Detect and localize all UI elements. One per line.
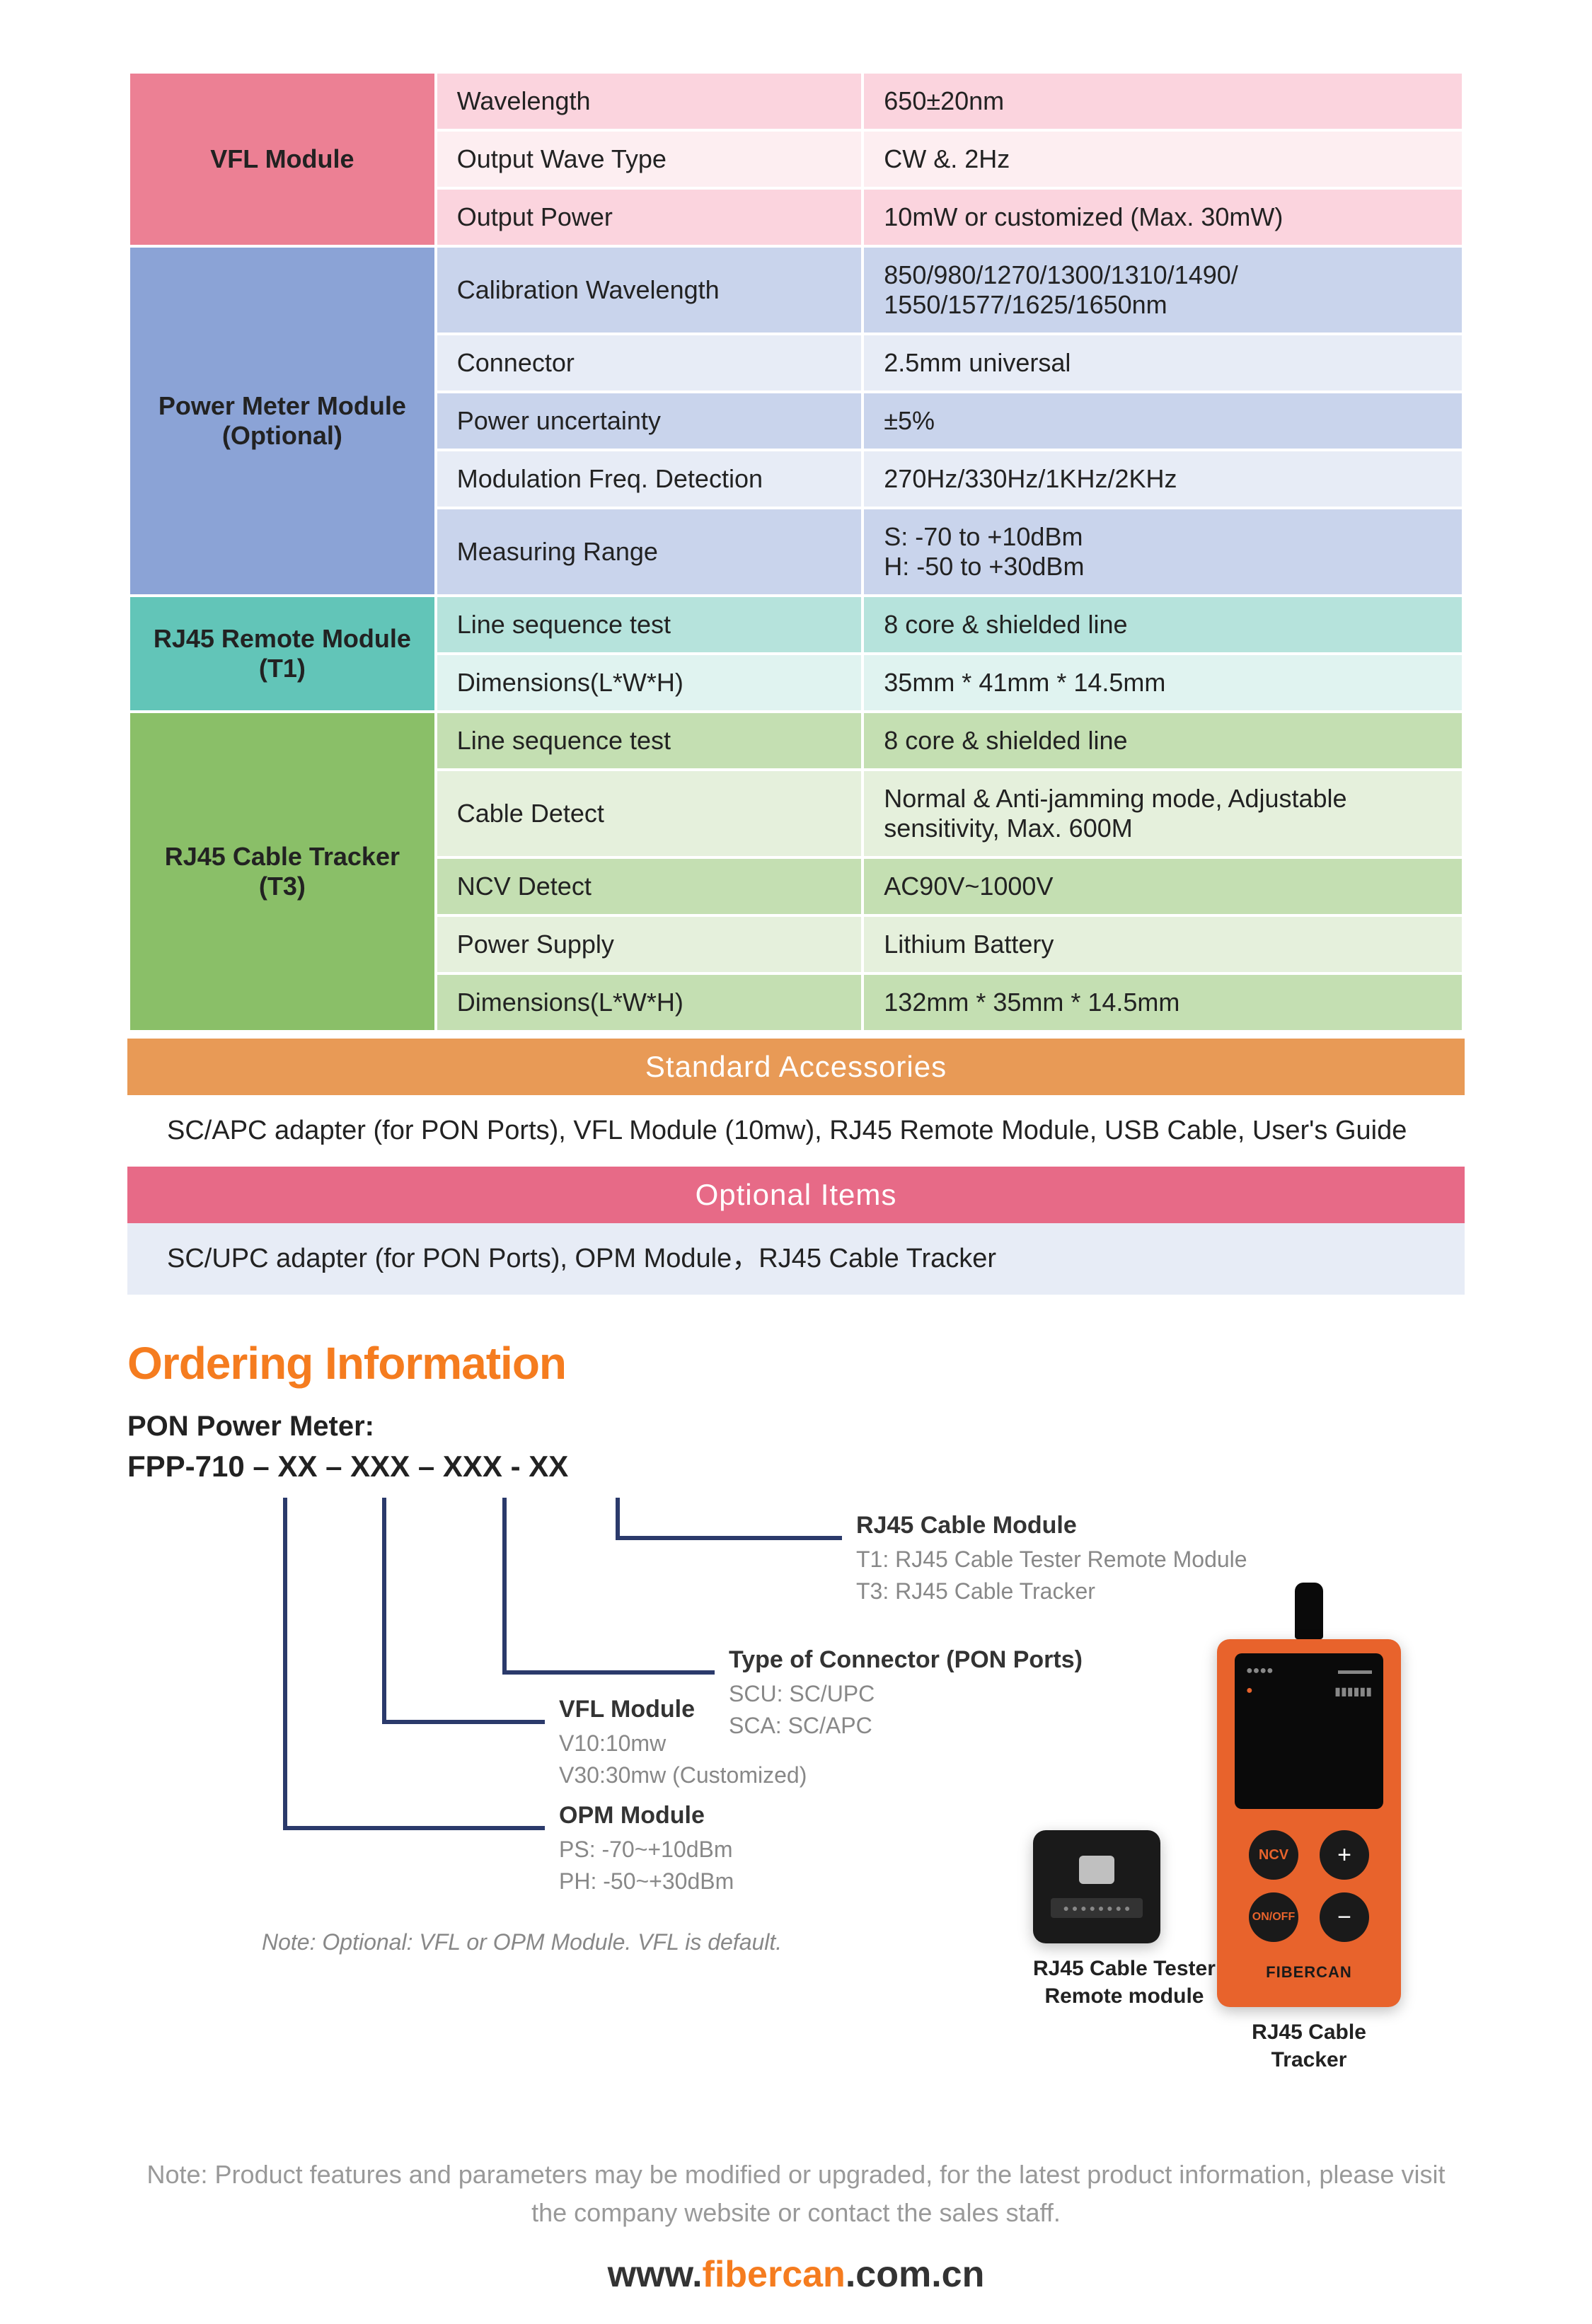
optional-items-text: SC/UPC adapter (for PON Ports), OPM Modu… [127, 1223, 1465, 1295]
spec-value: Lithium Battery [863, 915, 1463, 973]
optional-items-banner: Optional Items [127, 1167, 1465, 1223]
callout-sub: PH: -50~+30dBm [559, 1866, 734, 1897]
spec-label: Measuring Range [436, 508, 863, 596]
spec-label: Line sequence test [436, 596, 863, 654]
callout-sub: V30:30mw (Customized) [559, 1759, 807, 1791]
spec-value: CW &. 2Hz [863, 130, 1463, 188]
footer-url: www.fibercan.com.cn [127, 2253, 1465, 2296]
callout-title: VFL Module [559, 1696, 807, 1723]
footer-note: Note: Product features and parameters ma… [127, 2156, 1465, 2232]
spec-value: 650±20nm [863, 72, 1463, 130]
callout-sub: T3: RJ45 Cable Tracker [856, 1576, 1247, 1607]
spec-label: Dimensions(L*W*H) [436, 654, 863, 712]
callout-sub: T1: RJ45 Cable Tester Remote Module [856, 1544, 1247, 1576]
spec-value: ±5% [863, 392, 1463, 450]
callout-opm: OPM Module PS: -70~+10dBm PH: -50~+30dBm [559, 1802, 734, 1897]
spec-label: Output Wave Type [436, 130, 863, 188]
spec-label: Line sequence test [436, 712, 863, 770]
spec-value: Normal & Anti-jamming mode, Adjustable s… [863, 770, 1463, 857]
ordering-diagram: RJ45 Cable Module T1: RJ45 Cable Tester … [127, 1498, 1465, 2134]
callout-title: RJ45 Cable Module [856, 1512, 1247, 1539]
spec-label: Output Power [436, 188, 863, 246]
spec-label: Connector [436, 334, 863, 392]
callout-rj45-module: RJ45 Cable Module T1: RJ45 Cable Tester … [856, 1512, 1247, 1607]
device-caption: RJ45 Cable Tracker [1217, 2018, 1401, 2074]
spec-value: 850/980/1270/1300/1310/1490/ 1550/1577/1… [863, 246, 1463, 334]
standard-accessories-text: SC/APC adapter (for PON Ports), VFL Modu… [127, 1095, 1465, 1167]
spec-label: Dimensions(L*W*H) [436, 973, 863, 1031]
ordering-note: Note: Optional: VFL or OPM Module. VFL i… [262, 1929, 782, 1955]
callout-sub: V10:10mw [559, 1728, 807, 1759]
device-remote-module: ● ● ● ● ● ● ● ● RJ45 Cable Tester Remote… [1033, 1830, 1216, 2010]
spec-value: 270Hz/330Hz/1KHz/2KHz [863, 450, 1463, 508]
spec-value: 8 core & shielded line [863, 596, 1463, 654]
section-header: RJ45 Cable Tracker (T3) [129, 712, 436, 1031]
spec-value: 2.5mm universal [863, 334, 1463, 392]
spec-value: AC90V~1000V [863, 857, 1463, 915]
spec-value: 132mm * 35mm * 14.5mm [863, 973, 1463, 1031]
spec-label: Power uncertainty [436, 392, 863, 450]
spec-value: 10mW or customized (Max. 30mW) [863, 188, 1463, 246]
url-brand: fibercan [703, 2254, 846, 2295]
specifications-table: VFL ModuleWavelength650±20nmOutput Wave … [127, 71, 1465, 1033]
section-header: Power Meter Module (Optional) [129, 246, 436, 596]
section-header: VFL Module [129, 72, 436, 246]
callout-sub: PS: -70~+10dBm [559, 1834, 734, 1866]
spec-value: 8 core & shielded line [863, 712, 1463, 770]
device-cable-tracker: ●●●●▬▬▬ ●▮▮▮▮▮▮ NCV + ON/OFF − FIBERCAN … [1217, 1583, 1401, 2074]
spec-label: NCV Detect [436, 857, 863, 915]
ordering-title: Ordering Information [127, 1337, 1465, 1389]
spec-label: Cable Detect [436, 770, 863, 857]
url-domain: .com.cn [846, 2254, 985, 2295]
callout-title: Type of Connector (PON Ports) [729, 1646, 1083, 1674]
spec-label: Calibration Wavelength [436, 246, 863, 334]
pon-subtitle: PON Power Meter: [127, 1411, 1465, 1443]
device-caption: RJ45 Cable Tester Remote module [1033, 1955, 1216, 2010]
spec-value: S: -70 to +10dBm H: -50 to +30dBm [863, 508, 1463, 596]
spec-label: Wavelength [436, 72, 863, 130]
spec-label: Modulation Freq. Detection [436, 450, 863, 508]
spec-value: 35mm * 41mm * 14.5mm [863, 654, 1463, 712]
section-header: RJ45 Remote Module (T1) [129, 596, 436, 712]
part-number: FPP-710 – XX – XXX – XXX - XX [127, 1450, 1465, 1484]
callout-vfl: VFL Module V10:10mw V30:30mw (Customized… [559, 1696, 807, 1791]
spec-label: Power Supply [436, 915, 863, 973]
url-www: www. [608, 2254, 703, 2295]
callout-title: OPM Module [559, 1802, 734, 1829]
standard-accessories-banner: Standard Accessories [127, 1039, 1465, 1095]
brand-label: FIBERCAN [1266, 1963, 1352, 1982]
